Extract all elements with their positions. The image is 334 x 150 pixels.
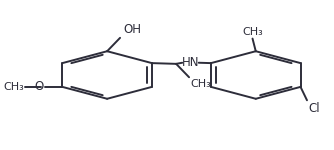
Text: CH₃: CH₃ — [242, 27, 263, 37]
Text: Cl: Cl — [309, 102, 320, 115]
Text: HN: HN — [182, 56, 199, 69]
Text: CH₃: CH₃ — [191, 79, 211, 89]
Text: CH₃: CH₃ — [3, 82, 24, 92]
Text: O: O — [34, 80, 44, 93]
Text: OH: OH — [123, 23, 141, 36]
